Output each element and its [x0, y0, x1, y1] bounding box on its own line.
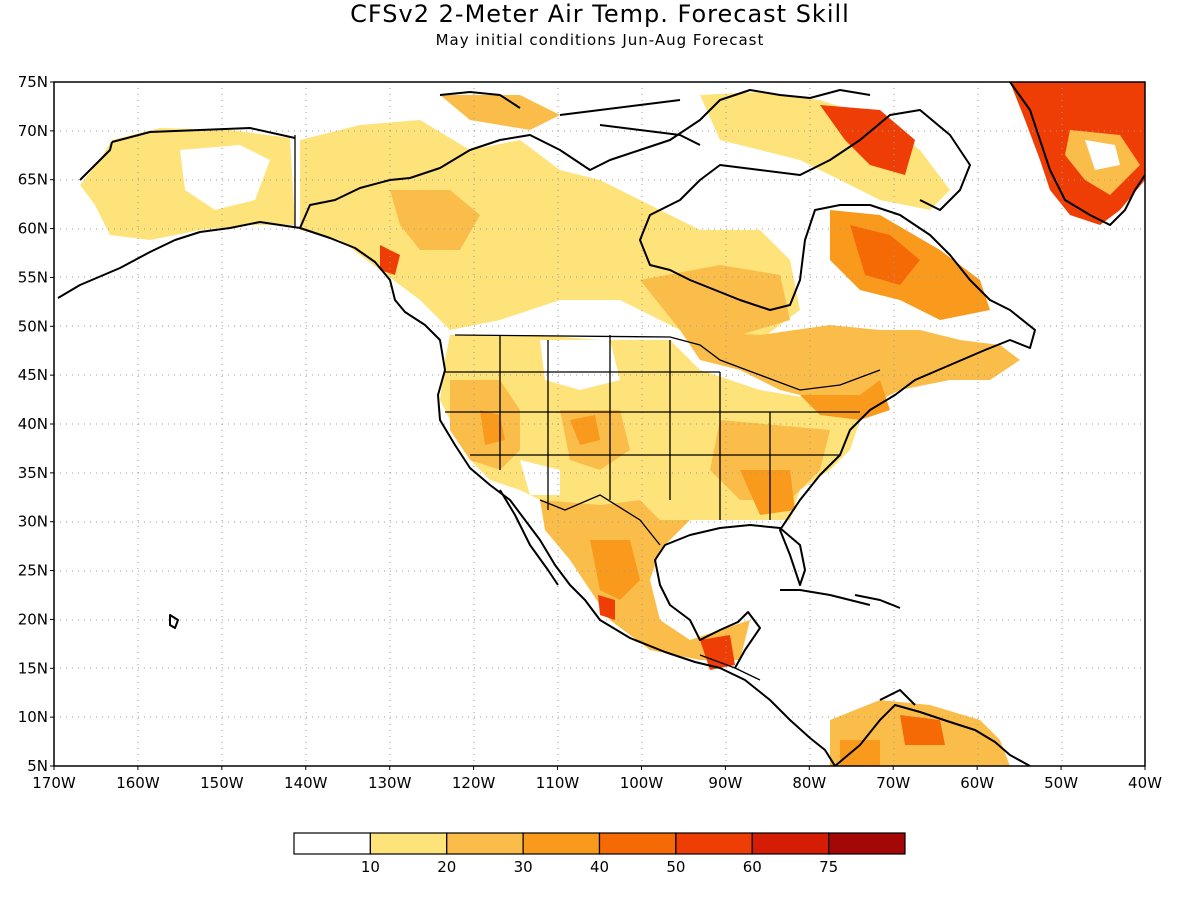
lon-tick-label: 40W	[1128, 774, 1162, 792]
lon-tick-label: 100W	[620, 774, 664, 792]
lat-tick-label: 45N	[18, 366, 48, 384]
lat-tick-label: 40N	[18, 415, 48, 433]
lon-tick-label: 160W	[116, 774, 160, 792]
map-subtitle: May initial conditions Jun-Aug Forecast	[436, 31, 765, 49]
lon-tick-label: 130W	[368, 774, 412, 792]
colorbar-label: 75	[819, 858, 838, 876]
colorbar-swatch	[446, 832, 524, 855]
lon-tick-label: 110W	[536, 774, 580, 792]
lon-tick-label: 150W	[200, 774, 244, 792]
colorbar-label: 30	[514, 858, 533, 876]
lat-tick-label: 10N	[18, 708, 48, 726]
political-borders	[294, 135, 881, 681]
lat-tick-label: 75N	[18, 73, 48, 91]
lat-tick-label: 15N	[18, 659, 48, 677]
lon-tick-label: 170W	[32, 774, 76, 792]
lat-tick-label: 65N	[18, 171, 48, 189]
lon-tick-label: 60W	[960, 774, 994, 792]
lon-tick-label: 120W	[452, 774, 496, 792]
lat-tick-label: 55N	[18, 268, 48, 286]
colorbar-swatch	[828, 832, 906, 855]
coastlines	[57, 82, 1145, 766]
lat-tick-label: 60N	[18, 220, 48, 238]
lon-tick-label: 50W	[1044, 774, 1078, 792]
colorbar-label: 50	[666, 858, 685, 876]
lat-tick-label: 50N	[18, 317, 48, 335]
colorbar: 10 20 30 40 50 60 75	[293, 832, 906, 876]
lat-tick-label: 5N	[27, 757, 48, 775]
lat-tick-label: 35N	[18, 464, 48, 482]
skill-shading	[80, 82, 1145, 766]
lat-tick-label: 25N	[18, 562, 48, 580]
lat-tick-label: 20N	[18, 610, 48, 628]
lat-tick-label: 30N	[18, 513, 48, 531]
graticule	[54, 82, 1145, 766]
lat-tick-label: 70N	[18, 122, 48, 140]
colorbar-label: 20	[437, 858, 456, 876]
colorbar-swatch	[675, 832, 753, 855]
colorbar-swatch	[293, 832, 371, 855]
latitude-axis: 75N 70N 65N 60N 55N 50N 45N 40N 35N 30N 25N 20N 15N 1…	[18, 73, 54, 775]
lon-tick-label: 80W	[792, 774, 826, 792]
colorbar-swatch	[598, 832, 677, 855]
colorbar-label: 10	[361, 858, 380, 876]
lon-tick-label: 140W	[284, 774, 328, 792]
colorbar-label: 60	[743, 858, 762, 876]
colorbar-swatch	[369, 832, 448, 855]
lon-tick-label: 90W	[708, 774, 742, 792]
colorbar-swatch	[522, 832, 601, 855]
colorbar-label: 40	[590, 858, 609, 876]
lon-tick-label: 70W	[876, 774, 910, 792]
longitude-axis: 170W 160W 150W 140W 130W 120W 110W 100W 90W 80W 70…	[32, 766, 1162, 792]
colorbar-swatch	[751, 832, 830, 855]
map-title: CFSv2 2-Meter Air Temp. Forecast Skill	[350, 0, 850, 28]
